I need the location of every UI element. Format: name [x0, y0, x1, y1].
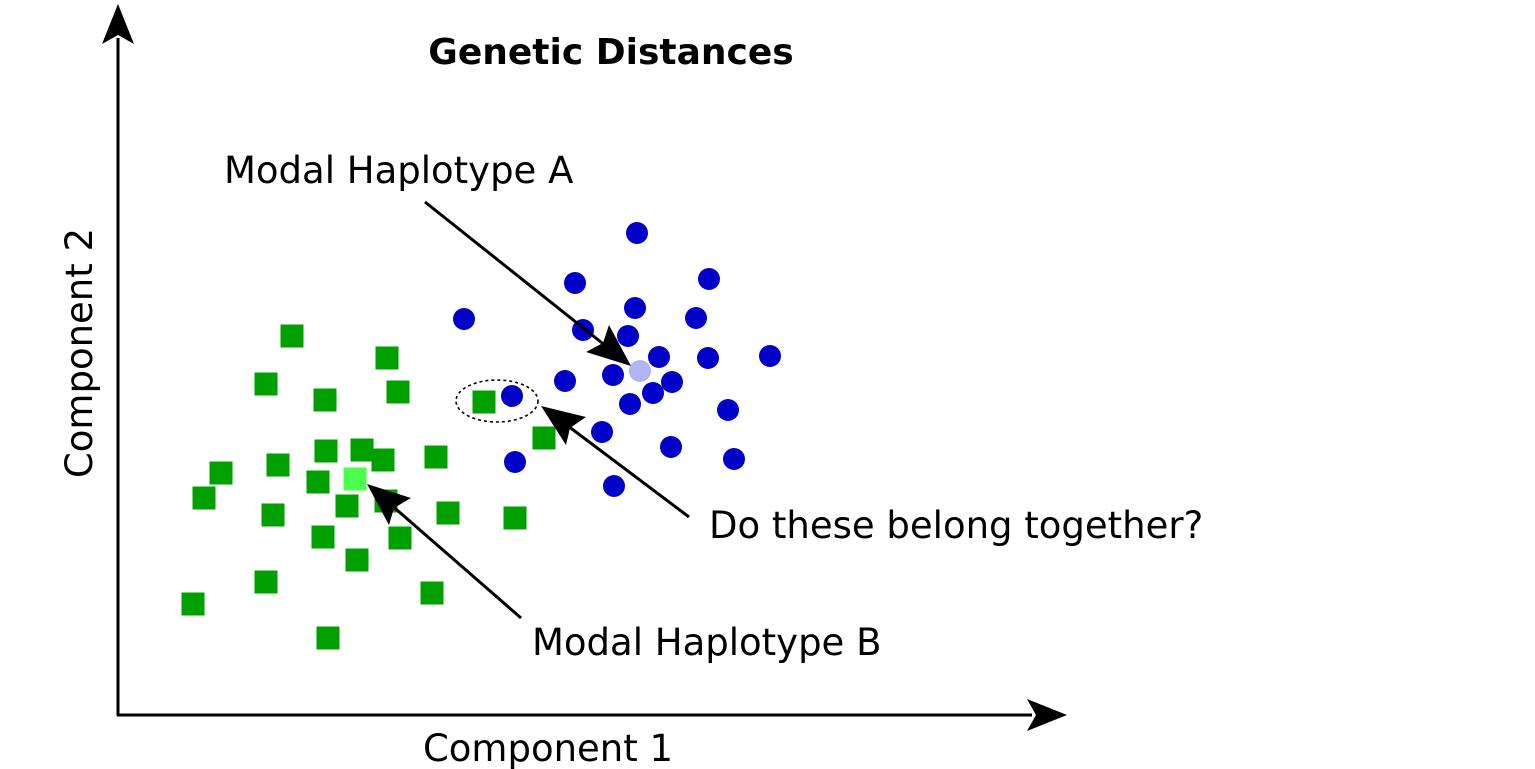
group-a-point: [554, 370, 576, 392]
group-a-modal-point: [629, 360, 651, 382]
group-b-point: [335, 494, 359, 518]
annotation-question: Do these belong together?: [709, 504, 1203, 547]
group-a-point: [642, 382, 664, 404]
annotation-arrows: [367, 200, 690, 620]
group-b-point: [371, 448, 395, 472]
group-b-point: [472, 390, 496, 414]
arrow-modal-a-head: [586, 325, 631, 366]
group-b-modal-point: [343, 467, 367, 491]
group-a-point: [564, 272, 586, 294]
group-b-point: [350, 438, 374, 462]
x-axis-arrowhead: [1027, 699, 1067, 731]
group-a-point: [453, 308, 475, 330]
arrow-modal-a: [424, 200, 627, 364]
group-a-point: [624, 297, 646, 319]
group-a-point: [602, 364, 624, 386]
group-a-point: [504, 451, 526, 473]
group-b-point: [503, 506, 527, 530]
group-a-point: [603, 475, 625, 497]
group-b-point: [266, 453, 290, 477]
group-b-point: [316, 626, 340, 650]
group-a-point: [723, 448, 745, 470]
group-a-point: [661, 371, 683, 393]
group-a-point: [619, 393, 641, 415]
arrow-modal-b-head: [367, 484, 411, 525]
group-b-point: [261, 503, 285, 527]
group-a-point: [591, 421, 613, 443]
group-b-point: [254, 372, 278, 396]
group-a-point: [626, 222, 648, 244]
group-b-point: [314, 439, 338, 463]
group-b-point: [280, 324, 304, 348]
x-axis-label: Component 1: [423, 727, 673, 769]
arrow-question: [547, 409, 690, 519]
group-a-point: [501, 385, 523, 407]
y-axis-label: Component 2: [58, 228, 101, 478]
annotation-modal-b: Modal Haplotype B: [532, 621, 881, 664]
scatter-points: [181, 222, 781, 650]
group-b-point: [345, 548, 369, 572]
group-a-point: [648, 346, 670, 368]
group-b-point: [313, 388, 337, 412]
group-a-point: [660, 436, 682, 458]
arrow-modal-b: [373, 488, 522, 620]
chart-title: Genetic Distances: [428, 32, 793, 73]
group-b-point: [436, 501, 460, 525]
y-axis-arrowhead: [102, 4, 134, 44]
group-b-point: [375, 346, 399, 370]
group-a-point: [685, 307, 707, 329]
group-b-point: [311, 525, 335, 549]
group-a-point: [717, 399, 739, 421]
group-a-point: [698, 268, 720, 290]
annotation-modal-a: Modal Haplotype A: [224, 149, 573, 192]
group-a-point: [759, 345, 781, 367]
arrow-question-head: [541, 406, 586, 445]
group-b-point: [209, 461, 233, 485]
group-b-point: [254, 570, 278, 594]
group-b-point: [192, 486, 216, 510]
group-b-point: [386, 380, 410, 404]
group-b-point: [532, 426, 556, 450]
group-b-point: [388, 526, 412, 550]
group-a-point: [697, 347, 719, 369]
group-b-point: [420, 581, 444, 605]
axes: [102, 4, 1067, 731]
highlight-ellipse: [455, 379, 539, 423]
group-b-point: [424, 445, 448, 469]
group-a-point: [617, 325, 639, 347]
group-b-point: [181, 592, 205, 616]
group-b-point: [306, 470, 330, 494]
